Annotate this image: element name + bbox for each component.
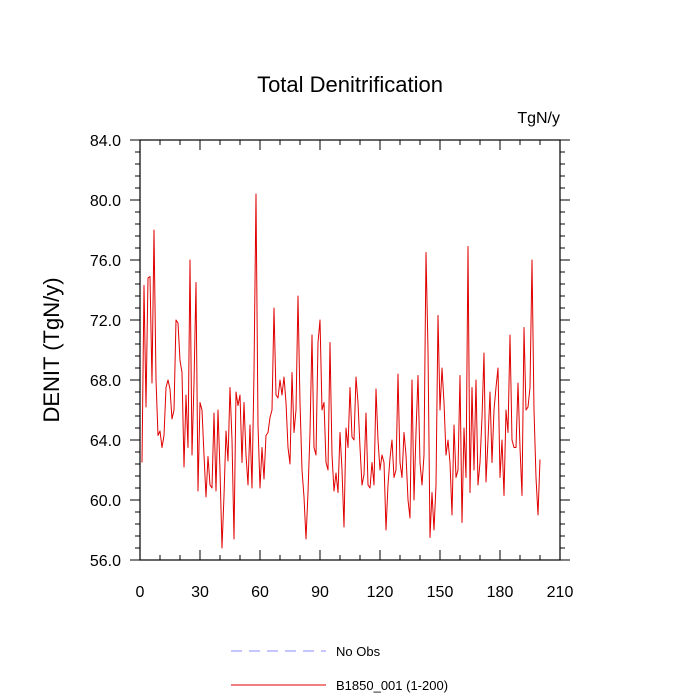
x-tick-label: 0 [136,584,145,601]
y-tick-label: 80.0 [90,193,121,210]
legend-label-no-obs: No Obs [336,644,381,659]
x-tick-label: 150 [427,584,454,601]
x-tick-label: 60 [251,584,269,601]
x-tick-label: 120 [367,584,394,601]
chart-title: Total Denitrification [257,72,443,97]
y-tick-label: 64.0 [90,433,121,450]
axis-ticks [130,139,570,561]
legend: No Obs B1850_001 (1-200) [231,644,448,693]
y-tick-label: 76.0 [90,253,121,270]
data-series-line [141,193,541,549]
y-tick-label: 84.0 [90,133,121,150]
x-tick-labels: 0 30 60 90 120 150 180 210 [136,584,574,601]
units-label: TgN/y [517,110,560,127]
x-tick-label: 210 [547,584,574,601]
x-tick-label: 90 [311,584,329,601]
y-axis-label: DENIT (TgN/y) [39,277,64,422]
y-tick-label: 72.0 [90,313,121,330]
y-tick-label: 68.0 [90,373,121,390]
legend-label-b1850: B1850_001 (1-200) [336,678,448,693]
x-tick-label: 180 [487,584,514,601]
y-tick-label: 60.0 [90,493,121,510]
plot-frame [139,139,561,561]
x-tick-label: 30 [191,584,209,601]
y-tick-label: 56.0 [90,553,121,570]
y-tick-labels: 56.0 60.0 64.0 68.0 72.0 76.0 80.0 84.0 [90,133,121,570]
